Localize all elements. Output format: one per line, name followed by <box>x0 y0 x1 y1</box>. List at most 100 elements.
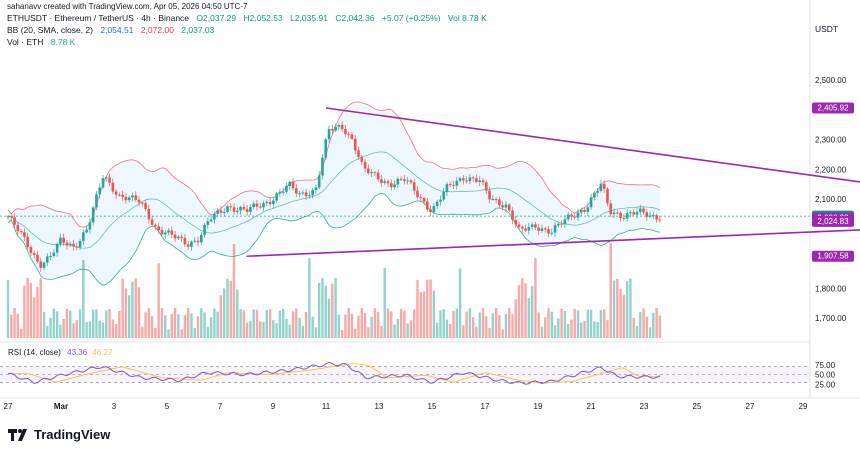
volume-bar <box>373 308 377 338</box>
candle-body <box>517 224 521 227</box>
candle-body <box>589 197 593 208</box>
candle-body <box>108 177 111 183</box>
tradingview-logo[interactable]: TradingView <box>8 427 110 442</box>
candle-body <box>16 224 20 232</box>
rsi-value: 43.36 <box>67 348 88 357</box>
candle-body <box>465 180 468 182</box>
volume-bar <box>599 310 603 338</box>
candle-body <box>347 134 350 136</box>
candle-body <box>586 207 590 212</box>
volume-bar <box>491 313 495 338</box>
candle-body <box>386 181 390 184</box>
candle-body <box>245 209 249 212</box>
candle-body <box>72 243 75 247</box>
volume-bar <box>13 308 16 338</box>
rsi-label: RSI (14, close) <box>8 348 61 357</box>
rsi-legend[interactable]: RSI (14, close) 43.36 46.27 <box>8 348 112 357</box>
volume-bar <box>383 267 386 338</box>
candle-body <box>186 244 190 247</box>
candle-body <box>193 240 197 242</box>
volume-bar <box>635 325 639 338</box>
volume-bar <box>606 320 609 338</box>
vol-legend[interactable]: Vol · ETH 8.78 K <box>7 37 80 47</box>
creator-line: sahanavv created with TradingView.com, A… <box>7 2 248 11</box>
x-axis-label: 25 <box>693 402 702 411</box>
volume-bar <box>249 320 252 338</box>
volume-bar <box>141 326 144 338</box>
candle-body <box>534 224 537 228</box>
volume-bar <box>435 322 439 338</box>
candle-body <box>501 205 504 208</box>
volume-bar <box>167 329 170 338</box>
x-axis-label: 23 <box>640 402 649 411</box>
bb-legend[interactable]: BB (20, SMA, close, 2) 2,054.51 2,072.00… <box>7 25 219 35</box>
volume-bar <box>62 318 65 338</box>
volume-bar <box>550 311 553 338</box>
candle-body <box>275 193 278 201</box>
volume-bar <box>468 308 472 338</box>
candle-body <box>426 201 429 210</box>
bb-basis-line <box>7 151 661 249</box>
volume-bar <box>340 329 344 338</box>
volume-bar <box>471 317 475 338</box>
volume-bar <box>386 308 390 338</box>
volume-bar <box>298 317 301 338</box>
candle-body <box>547 229 550 234</box>
volume-bar <box>642 308 645 338</box>
vol-legend-value: 8.78 K <box>50 37 76 47</box>
candle-body <box>540 228 544 231</box>
volume-bar <box>255 309 259 338</box>
trendline-upper[interactable] <box>325 107 860 214</box>
candle-body <box>324 139 328 158</box>
candle-body <box>52 252 56 256</box>
volume-bar <box>347 308 350 338</box>
candle-body <box>504 204 508 208</box>
volume-bar <box>121 278 124 338</box>
volume-bar <box>52 308 56 338</box>
volume-bar <box>419 292 422 338</box>
volume-bar <box>553 325 557 338</box>
symbol-name[interactable]: ETHUSDT · Ethereum / TetherUS · 4h · Bin… <box>7 13 190 23</box>
candle-body <box>622 217 626 219</box>
candle-body <box>294 188 298 194</box>
trendline-lower[interactable] <box>246 220 860 258</box>
volume-bar <box>508 308 511 338</box>
candle-body <box>399 178 403 180</box>
candle-body <box>147 208 151 220</box>
candle-body <box>367 168 370 174</box>
rsi-tick-label: 75.00 <box>815 361 836 370</box>
candle-body <box>435 201 439 207</box>
candle-body <box>101 178 105 188</box>
volume-bar <box>160 308 164 338</box>
volume-bar <box>445 319 449 338</box>
volume-bar <box>281 308 285 338</box>
candle-body <box>265 201 269 203</box>
volume-bar <box>219 295 223 338</box>
rsi-tick-label: 50.00 <box>815 371 836 380</box>
volume-bar <box>413 309 416 338</box>
volume-bar <box>432 290 436 338</box>
volume-bar <box>144 312 147 338</box>
volume-bar <box>223 288 226 338</box>
volume-bar <box>301 325 305 338</box>
bb-lower-line <box>7 192 660 286</box>
candle-body <box>632 212 635 215</box>
volume-bar <box>183 315 187 338</box>
candle-body <box>462 178 465 181</box>
candle-body <box>242 207 246 210</box>
volume-bar <box>10 314 13 338</box>
candle-body <box>331 128 334 131</box>
volume-bar <box>648 327 652 338</box>
volume-bar <box>596 322 599 338</box>
volume-bar <box>593 321 596 338</box>
volume-bar <box>573 309 576 338</box>
volume-bar <box>406 323 409 338</box>
volume-bar <box>150 316 154 338</box>
volume-bar <box>114 323 118 338</box>
candle-body <box>252 203 255 208</box>
candle-body <box>524 228 527 231</box>
volume-bar <box>49 317 52 338</box>
volume-bar <box>452 310 455 338</box>
candle-body <box>471 177 475 179</box>
